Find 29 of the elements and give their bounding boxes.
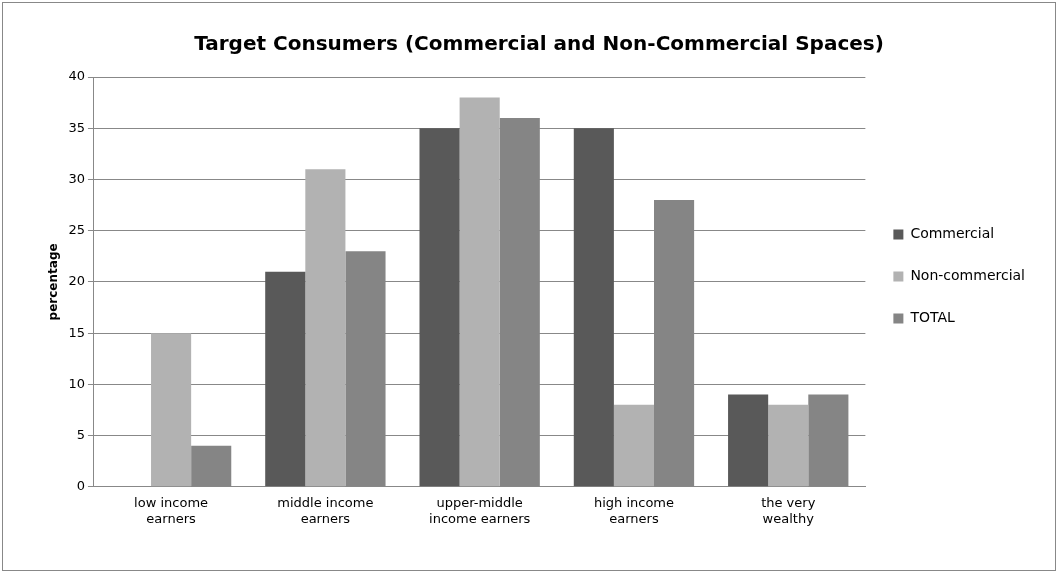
y-tick-label: 10	[68, 375, 85, 391]
x-tick-label: middle income earners	[277, 494, 374, 526]
y-tick-label: 40	[68, 68, 85, 84]
bar	[419, 128, 460, 487]
legend-label: TOTAL	[909, 309, 955, 326]
bar	[613, 404, 655, 487]
bar	[728, 394, 769, 487]
legend-label: Commercial	[910, 225, 995, 242]
chart-title: Target Consumers (Commercial and Non-Commercial Spaces)	[194, 31, 884, 56]
bar	[265, 271, 306, 487]
y-tick-label: 0	[76, 478, 85, 494]
bar	[768, 404, 809, 487]
y-tick-label: 25	[68, 222, 85, 238]
bar	[305, 169, 346, 487]
y-tick-label: 20	[68, 273, 85, 289]
bar	[573, 128, 614, 487]
bar	[459, 97, 500, 487]
bar	[191, 445, 232, 487]
x-tick-label: upper-middle income earners	[429, 494, 531, 526]
x-tick-label: the very wealthy	[761, 494, 816, 526]
x-tick-label: high income earners	[593, 494, 674, 526]
y-tick-label: 15	[68, 324, 85, 340]
y-tick-label: 30	[68, 170, 85, 186]
y-tick-label: 35	[68, 119, 85, 135]
y-tick-label: 5	[76, 426, 85, 442]
bar	[151, 333, 192, 487]
x-tick-label: low income earners	[134, 494, 209, 526]
y-axis-title: percentage	[46, 243, 61, 321]
legend-label: Non-commercial	[910, 267, 1026, 284]
